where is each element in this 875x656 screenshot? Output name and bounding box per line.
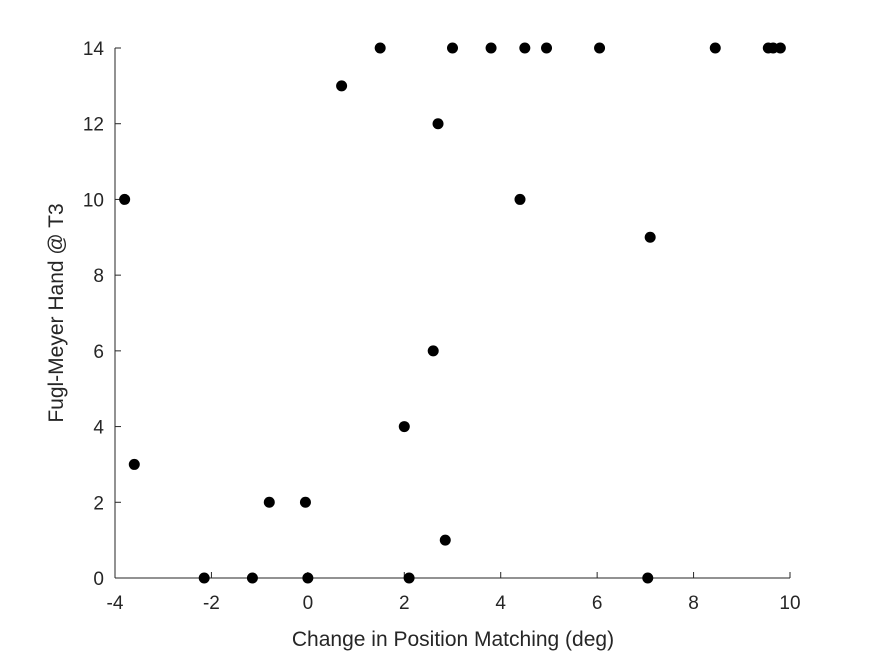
data-point (642, 572, 654, 584)
data-point (263, 496, 275, 508)
y-tick-label: 10 (83, 190, 104, 211)
data-point (119, 193, 131, 205)
data-point (432, 118, 444, 130)
data-point (128, 458, 140, 470)
data-point (336, 80, 348, 92)
x-tick-label: 0 (303, 593, 314, 614)
data-point (427, 345, 439, 357)
data-point (519, 42, 531, 54)
x-tick-label: 2 (399, 593, 410, 614)
y-tick-label: 6 (93, 342, 104, 363)
data-point (299, 496, 311, 508)
data-point (514, 193, 526, 205)
y-axis-label: Fugl-Meyer Hand @ T3 (45, 203, 68, 422)
data-point (198, 572, 210, 584)
y-ticks: 0 2 4 6 8 10 12 14 (83, 39, 121, 590)
data-point (439, 534, 451, 546)
y-tick-label: 0 (93, 569, 104, 590)
data-point (485, 42, 497, 54)
x-tick-label: 10 (779, 593, 800, 614)
x-ticks: -4 -2 0 2 4 6 8 10 (107, 572, 801, 614)
x-tick-label: 4 (495, 593, 506, 614)
data-point (541, 42, 553, 54)
y-tick-label: 4 (93, 418, 104, 439)
data-point (246, 572, 258, 584)
x-tick-label: -2 (203, 593, 220, 614)
data-point (302, 572, 314, 584)
x-tick-label: 6 (592, 593, 603, 614)
x-axis-label: Change in Position Matching (deg) (292, 628, 614, 651)
y-tick-label: 12 (83, 115, 104, 136)
x-tick-label: -4 (107, 593, 124, 614)
data-point (398, 421, 410, 433)
data-points (119, 42, 786, 584)
data-point (403, 572, 415, 584)
data-point (709, 42, 721, 54)
data-point (447, 42, 458, 54)
data-point (774, 42, 786, 54)
data-point (374, 42, 386, 54)
axes: -4 -2 0 2 4 6 8 10 0 2 4 6 8 10 12 14 (83, 39, 801, 614)
y-tick-label: 14 (83, 39, 105, 60)
x-tick-label: 8 (688, 593, 699, 614)
y-tick-label: 8 (93, 266, 104, 287)
data-point (644, 231, 656, 243)
data-point (594, 42, 606, 54)
y-tick-label: 2 (93, 493, 104, 514)
